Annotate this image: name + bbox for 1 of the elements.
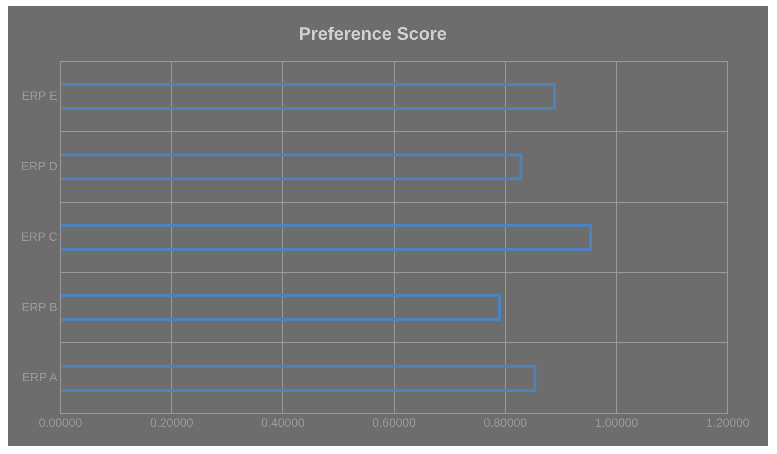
chart-title: Preference Score xyxy=(298,24,448,44)
